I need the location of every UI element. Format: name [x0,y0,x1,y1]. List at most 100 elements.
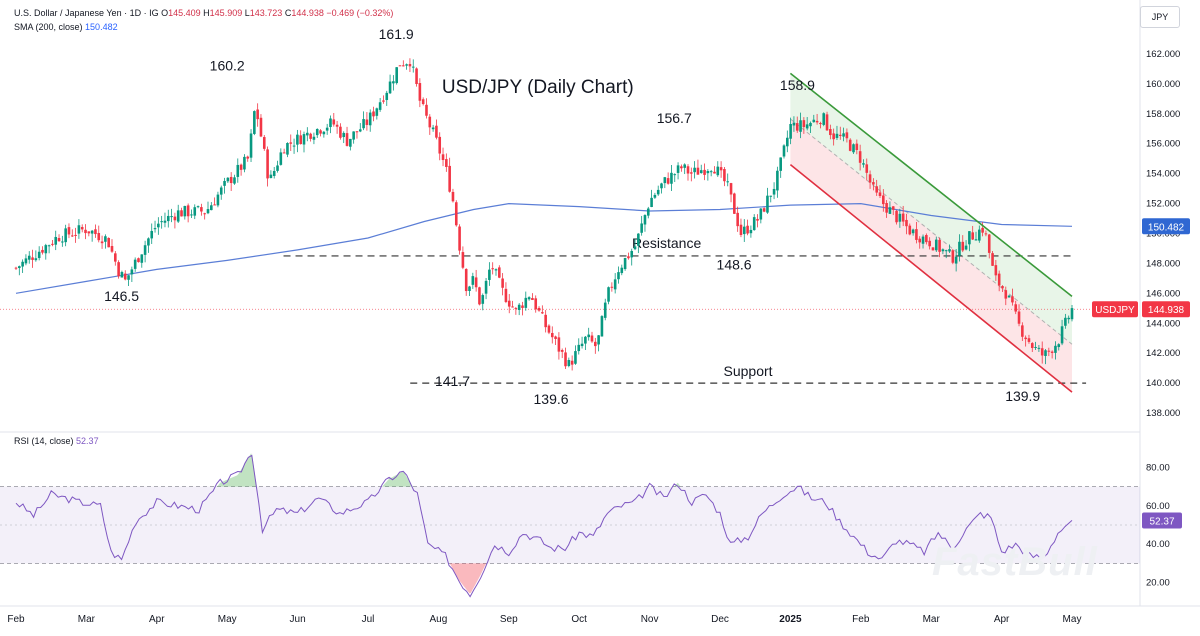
candle-body [577,344,581,352]
candle-body [24,258,28,264]
candle-body [468,286,471,291]
currency-unit-button[interactable]: JPY [1140,6,1180,28]
candle-body [388,81,392,94]
candle-body [944,250,948,252]
candle-body [656,189,660,195]
time-axis-label: Apr [994,614,1010,625]
candle-body [633,246,637,250]
candle-body [640,223,643,233]
candle-body [848,139,852,151]
candle-body [984,233,988,235]
candle-body [825,114,829,131]
price-annotation: 139.9 [1005,388,1040,404]
candles-group [14,58,1074,371]
candle-body [494,269,498,271]
candle-body [547,325,551,333]
candle-body [901,213,905,222]
candle-body [435,125,438,138]
candle-body [978,229,981,241]
candle-body [279,152,283,165]
candle-body [567,359,571,366]
candle-body [282,152,286,154]
candle-body [408,64,412,67]
candle-body [974,239,978,241]
candle-body [686,166,690,174]
candle-body [34,258,38,261]
candle-body [915,229,918,240]
candle-body [114,253,117,262]
candle-body [564,352,567,367]
candle-body [792,122,796,126]
time-axis-label: Feb [7,614,25,625]
candle-body [795,123,799,131]
candle-body [395,67,398,84]
candle-body [1060,326,1064,344]
candle-body [991,253,994,266]
candle-body [716,166,720,176]
candle-body [537,307,541,311]
candle-body [229,176,233,184]
price-tick-label: 160.000 [1146,79,1180,90]
rsi-header: RSI (14, close) 52.37 [14,436,99,446]
candle-body [603,302,607,318]
rsi-tick-label: 40.00 [1146,539,1170,550]
candle-body [332,119,336,125]
candle-body [299,135,302,145]
candle-body [858,151,862,163]
candle-body [37,251,41,259]
candle-body [157,223,160,228]
candle-body [719,167,723,171]
candle-body [1070,308,1074,320]
candle-body [219,187,223,195]
ohlc-header: U.S. Dollar / Japanese Yen · 1D · IG O14… [14,8,393,18]
candle-body [627,256,630,259]
candle-body [41,249,44,253]
candle-body [815,120,819,123]
candle-body [27,255,31,260]
candle-body [772,188,776,195]
candle-body [742,226,746,235]
candle-body [779,157,782,171]
candle-body [997,273,1001,286]
rsi-value-tag-label: 52.37 [1149,516,1174,527]
candle-body [610,286,614,288]
candle-body [110,246,114,252]
sma-header: SMA (200, close) 150.482 [14,22,118,32]
candle-body [451,191,455,202]
candle-body [789,124,792,139]
candle-body [418,83,422,101]
candle-body [597,335,600,345]
candle-body [329,118,332,128]
candle-body [325,127,329,131]
candle-body [660,183,663,189]
candle-body [819,122,822,125]
candle-body [210,205,213,211]
candle-body [1040,348,1044,356]
price-annotation: 141.7 [435,373,470,389]
candle-body [74,234,77,236]
candle-body [544,314,547,328]
sma-price-tag [1142,218,1190,235]
candle-body [805,124,809,129]
price-annotation: 139.6 [534,391,569,407]
candle-body [607,287,610,302]
candle-body [981,227,984,233]
candle-body [898,213,902,222]
rsi-tick-label: 20.00 [1146,578,1170,589]
candle-body [269,174,273,178]
price-tick-label: 162.000 [1146,49,1180,60]
candle-body [958,241,961,256]
candle-body [127,275,130,280]
candle-body [670,172,673,184]
candle-body [1047,350,1051,352]
candle-body [352,131,355,140]
candle-body [600,316,604,337]
price-annotation: 148.6 [717,256,752,272]
candle-body [362,119,365,129]
change-value: −0.469 (−0.32%) [326,8,394,18]
candle-body [809,122,812,127]
candle-body [799,120,802,132]
candle-body [94,229,97,235]
candle-body [852,144,855,153]
